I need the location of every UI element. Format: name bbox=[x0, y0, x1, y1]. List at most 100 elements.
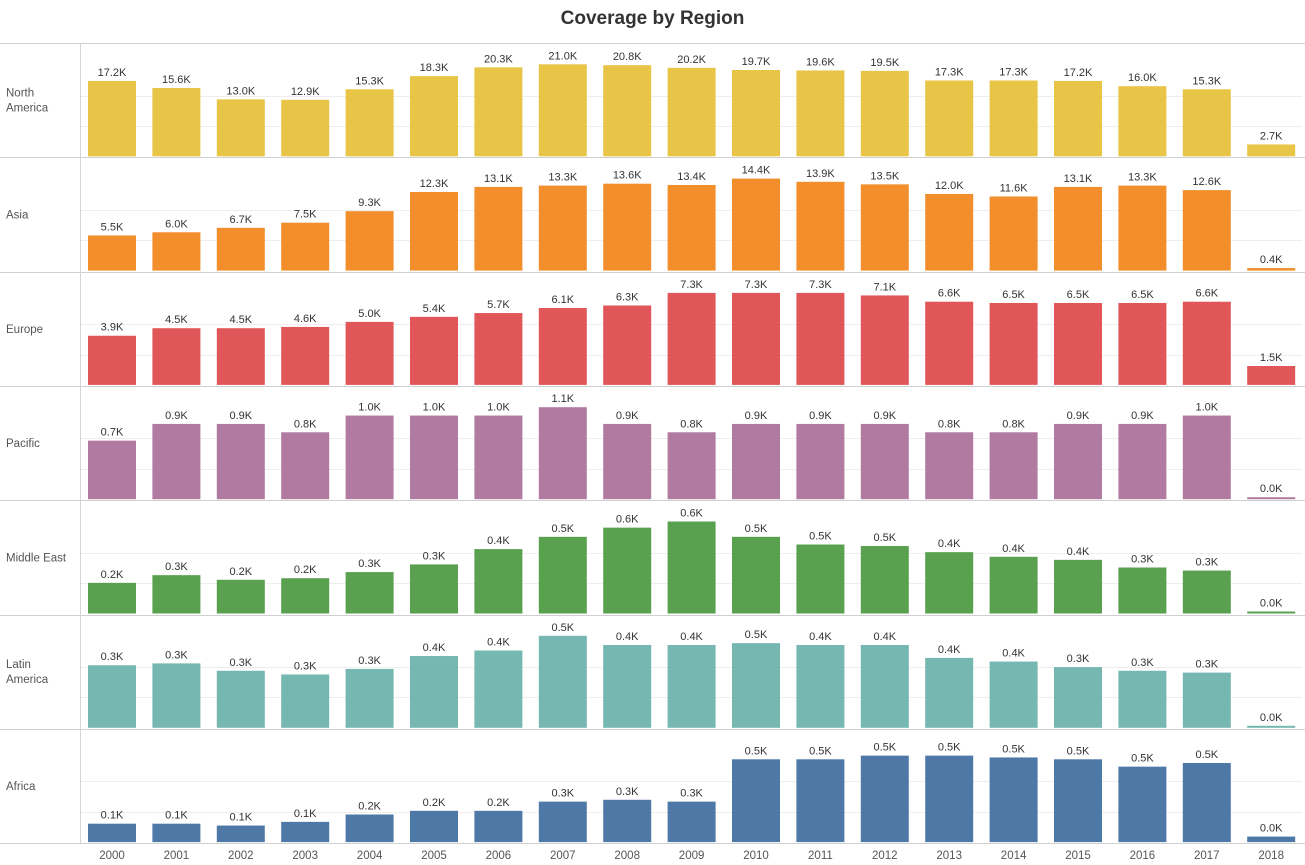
bar[interactable] bbox=[989, 80, 1038, 157]
bar[interactable] bbox=[474, 650, 523, 728]
bar[interactable] bbox=[667, 521, 716, 614]
bar[interactable] bbox=[860, 295, 909, 385]
bar[interactable] bbox=[796, 292, 845, 385]
bar[interactable] bbox=[603, 183, 652, 271]
bar[interactable] bbox=[1118, 185, 1167, 271]
bar[interactable] bbox=[603, 423, 652, 500]
bar[interactable] bbox=[216, 670, 265, 728]
bar[interactable] bbox=[1118, 423, 1167, 500]
bar[interactable] bbox=[88, 235, 136, 271]
bar[interactable] bbox=[667, 432, 716, 500]
bar[interactable] bbox=[1118, 567, 1167, 614]
bar[interactable] bbox=[732, 69, 780, 157]
bar[interactable] bbox=[989, 302, 1038, 385]
bar[interactable] bbox=[667, 67, 716, 157]
bar[interactable] bbox=[667, 645, 716, 728]
bar[interactable] bbox=[732, 643, 780, 728]
bar[interactable] bbox=[796, 759, 845, 843]
bar[interactable] bbox=[796, 544, 845, 614]
bar[interactable] bbox=[410, 192, 458, 271]
bar[interactable] bbox=[88, 440, 136, 500]
bar[interactable] bbox=[1182, 672, 1231, 728]
bar[interactable] bbox=[152, 663, 201, 728]
bar[interactable] bbox=[410, 415, 458, 500]
bar[interactable] bbox=[474, 549, 523, 614]
bar[interactable] bbox=[345, 321, 394, 385]
bar[interactable] bbox=[667, 292, 716, 385]
bar[interactable] bbox=[538, 64, 587, 157]
bar[interactable] bbox=[1182, 89, 1231, 157]
bar[interactable] bbox=[603, 65, 652, 157]
bar[interactable] bbox=[1182, 301, 1231, 385]
bar[interactable] bbox=[925, 432, 974, 500]
bar[interactable] bbox=[1054, 423, 1102, 500]
bar[interactable] bbox=[1118, 766, 1167, 843]
bar[interactable] bbox=[538, 536, 587, 614]
bar[interactable] bbox=[345, 211, 394, 271]
bar[interactable] bbox=[152, 423, 201, 500]
bar[interactable] bbox=[1247, 611, 1296, 614]
bar[interactable] bbox=[281, 821, 330, 843]
bar[interactable] bbox=[603, 305, 652, 385]
bar[interactable] bbox=[603, 799, 652, 843]
bar[interactable] bbox=[925, 552, 974, 614]
bar[interactable] bbox=[88, 823, 136, 843]
bar[interactable] bbox=[989, 196, 1038, 271]
bar[interactable] bbox=[1182, 415, 1231, 500]
bar[interactable] bbox=[860, 70, 909, 157]
bar[interactable] bbox=[1054, 759, 1102, 843]
bar[interactable] bbox=[410, 810, 458, 843]
bar[interactable] bbox=[1247, 725, 1296, 728]
bar[interactable] bbox=[281, 674, 330, 728]
bar[interactable] bbox=[667, 184, 716, 271]
bar[interactable] bbox=[732, 178, 780, 271]
bar[interactable] bbox=[281, 222, 330, 271]
bar[interactable] bbox=[925, 755, 974, 843]
bar[interactable] bbox=[474, 313, 523, 385]
bar[interactable] bbox=[860, 755, 909, 843]
bar[interactable] bbox=[538, 801, 587, 843]
bar[interactable] bbox=[345, 572, 394, 614]
bar[interactable] bbox=[88, 665, 136, 728]
bar[interactable] bbox=[925, 193, 974, 271]
bar[interactable] bbox=[152, 823, 201, 843]
bar[interactable] bbox=[1118, 670, 1167, 728]
bar[interactable] bbox=[796, 70, 845, 157]
bar[interactable] bbox=[1054, 186, 1102, 271]
bar[interactable] bbox=[732, 423, 780, 500]
bar[interactable] bbox=[796, 423, 845, 500]
bar[interactable] bbox=[1247, 268, 1296, 271]
bar[interactable] bbox=[410, 656, 458, 728]
bar[interactable] bbox=[1247, 144, 1296, 157]
bar[interactable] bbox=[860, 546, 909, 614]
bar[interactable] bbox=[860, 645, 909, 728]
bar[interactable] bbox=[732, 759, 780, 843]
bar[interactable] bbox=[1054, 80, 1102, 157]
bar[interactable] bbox=[474, 415, 523, 500]
bar[interactable] bbox=[1118, 302, 1167, 385]
bar[interactable] bbox=[925, 657, 974, 728]
bar[interactable] bbox=[732, 536, 780, 614]
bar[interactable] bbox=[474, 810, 523, 843]
bar[interactable] bbox=[88, 582, 136, 614]
bar[interactable] bbox=[989, 661, 1038, 728]
bar[interactable] bbox=[474, 67, 523, 157]
bar[interactable] bbox=[345, 415, 394, 500]
bar[interactable] bbox=[603, 527, 652, 614]
bar[interactable] bbox=[538, 308, 587, 385]
bar[interactable] bbox=[667, 801, 716, 843]
bar[interactable] bbox=[796, 645, 845, 728]
bar[interactable] bbox=[1054, 559, 1102, 614]
bar[interactable] bbox=[281, 432, 330, 500]
bar[interactable] bbox=[1118, 86, 1167, 157]
bar[interactable] bbox=[281, 326, 330, 385]
bar[interactable] bbox=[345, 89, 394, 157]
bar[interactable] bbox=[989, 432, 1038, 500]
bar[interactable] bbox=[1182, 570, 1231, 614]
bar[interactable] bbox=[88, 335, 136, 385]
bar[interactable] bbox=[345, 814, 394, 843]
bar[interactable] bbox=[925, 301, 974, 385]
bar[interactable] bbox=[410, 76, 458, 157]
bar[interactable] bbox=[281, 578, 330, 614]
bar[interactable] bbox=[925, 80, 974, 157]
